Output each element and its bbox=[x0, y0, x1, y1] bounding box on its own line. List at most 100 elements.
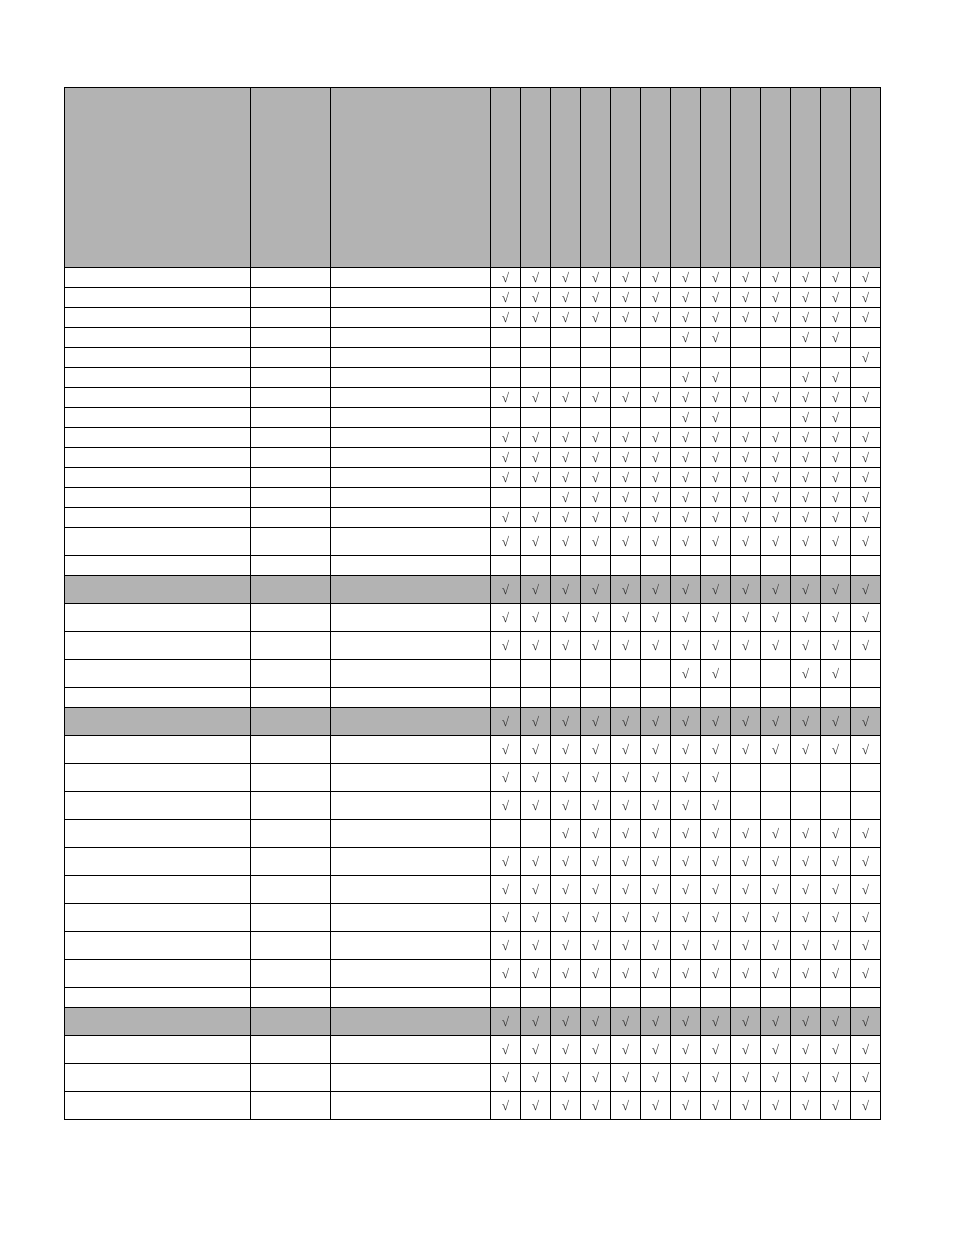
header-cell-6 bbox=[581, 88, 611, 268]
check-mark: √ bbox=[832, 583, 839, 596]
cell-16-11: √ bbox=[731, 604, 761, 632]
cell-1-5: √ bbox=[551, 288, 581, 308]
check-mark: √ bbox=[742, 311, 749, 324]
check-mark: √ bbox=[622, 1071, 629, 1084]
table-row bbox=[65, 556, 881, 576]
check-mark: √ bbox=[802, 1043, 809, 1056]
cell-21-1 bbox=[251, 736, 331, 764]
cell-16-12: √ bbox=[761, 604, 791, 632]
cell-23-0 bbox=[65, 792, 251, 820]
cell-0-12: √ bbox=[761, 268, 791, 288]
cell-27-14: √ bbox=[821, 904, 851, 932]
cell-2-0 bbox=[65, 308, 251, 328]
check-mark: √ bbox=[802, 451, 809, 464]
check-mark: √ bbox=[652, 771, 659, 784]
cell-9-13: √ bbox=[791, 448, 821, 468]
cell-34-8: √ bbox=[641, 1092, 671, 1120]
check-mark: √ bbox=[532, 743, 539, 756]
cell-31-15: √ bbox=[851, 1008, 881, 1036]
check-mark: √ bbox=[802, 639, 809, 652]
cell-32-1 bbox=[251, 1036, 331, 1064]
cell-13-11: √ bbox=[731, 528, 761, 556]
cell-5-7 bbox=[611, 368, 641, 388]
check-mark: √ bbox=[802, 535, 809, 548]
check-mark: √ bbox=[832, 491, 839, 504]
check-mark: √ bbox=[862, 311, 869, 324]
check-mark: √ bbox=[592, 583, 599, 596]
check-mark: √ bbox=[712, 411, 719, 424]
check-mark: √ bbox=[562, 1099, 569, 1112]
cell-0-8: √ bbox=[641, 268, 671, 288]
check-mark: √ bbox=[802, 967, 809, 980]
cell-30-7 bbox=[611, 988, 641, 1008]
check-mark: √ bbox=[532, 939, 539, 952]
cell-34-7: √ bbox=[611, 1092, 641, 1120]
check-mark: √ bbox=[682, 611, 689, 624]
cell-24-10: √ bbox=[701, 820, 731, 848]
check-mark: √ bbox=[622, 1015, 629, 1028]
check-mark: √ bbox=[562, 743, 569, 756]
cell-29-1 bbox=[251, 960, 331, 988]
cell-28-11: √ bbox=[731, 932, 761, 960]
cell-19-9 bbox=[671, 688, 701, 708]
cell-23-6: √ bbox=[581, 792, 611, 820]
check-mark: √ bbox=[532, 431, 539, 444]
check-mark: √ bbox=[712, 451, 719, 464]
check-mark: √ bbox=[832, 855, 839, 868]
cell-24-8: √ bbox=[641, 820, 671, 848]
cell-30-4 bbox=[521, 988, 551, 1008]
cell-21-12: √ bbox=[761, 736, 791, 764]
cell-28-3: √ bbox=[491, 932, 521, 960]
cell-34-9: √ bbox=[671, 1092, 701, 1120]
cell-3-15 bbox=[851, 328, 881, 348]
cell-8-11: √ bbox=[731, 428, 761, 448]
cell-6-15: √ bbox=[851, 388, 881, 408]
cell-2-15: √ bbox=[851, 308, 881, 328]
cell-7-13: √ bbox=[791, 408, 821, 428]
cell-16-13: √ bbox=[791, 604, 821, 632]
check-mark: √ bbox=[652, 291, 659, 304]
cell-19-3 bbox=[491, 688, 521, 708]
check-mark: √ bbox=[562, 471, 569, 484]
check-mark: √ bbox=[652, 743, 659, 756]
cell-15-4: √ bbox=[521, 576, 551, 604]
cell-0-7: √ bbox=[611, 268, 641, 288]
check-mark: √ bbox=[772, 743, 779, 756]
cell-26-2 bbox=[331, 876, 491, 904]
cell-23-2 bbox=[331, 792, 491, 820]
cell-17-3: √ bbox=[491, 632, 521, 660]
cell-19-4 bbox=[521, 688, 551, 708]
check-mark: √ bbox=[562, 715, 569, 728]
cell-11-13: √ bbox=[791, 488, 821, 508]
check-mark: √ bbox=[742, 883, 749, 896]
cell-0-6: √ bbox=[581, 268, 611, 288]
table-row: √√√√√√√√√√√√√ bbox=[65, 708, 881, 736]
cell-12-12: √ bbox=[761, 508, 791, 528]
check-mark: √ bbox=[742, 611, 749, 624]
cell-28-15: √ bbox=[851, 932, 881, 960]
cell-7-10: √ bbox=[701, 408, 731, 428]
check-mark: √ bbox=[712, 491, 719, 504]
cell-14-6 bbox=[581, 556, 611, 576]
check-mark: √ bbox=[532, 511, 539, 524]
cell-0-0 bbox=[65, 268, 251, 288]
check-mark: √ bbox=[682, 331, 689, 344]
cell-30-14 bbox=[821, 988, 851, 1008]
check-mark: √ bbox=[832, 391, 839, 404]
header-cell-2 bbox=[331, 88, 491, 268]
cell-13-4: √ bbox=[521, 528, 551, 556]
check-mark: √ bbox=[712, 1015, 719, 1028]
check-mark: √ bbox=[652, 1071, 659, 1084]
cell-10-1 bbox=[251, 468, 331, 488]
cell-6-2 bbox=[331, 388, 491, 408]
cell-15-10: √ bbox=[701, 576, 731, 604]
check-mark: √ bbox=[502, 939, 509, 952]
cell-5-2 bbox=[331, 368, 491, 388]
cell-19-1 bbox=[251, 688, 331, 708]
cell-8-3: √ bbox=[491, 428, 521, 448]
check-mark: √ bbox=[652, 471, 659, 484]
cell-0-11: √ bbox=[731, 268, 761, 288]
check-mark: √ bbox=[592, 939, 599, 952]
cell-13-12: √ bbox=[761, 528, 791, 556]
check-mark: √ bbox=[742, 1071, 749, 1084]
